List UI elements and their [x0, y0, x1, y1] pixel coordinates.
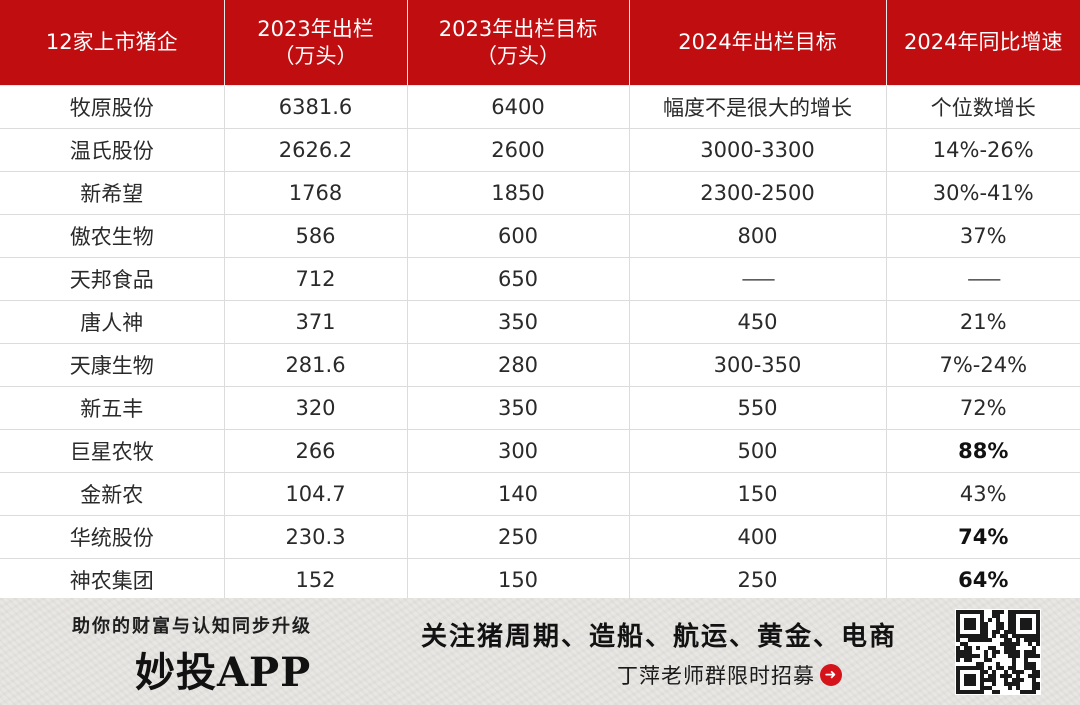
output-2023-cell: 1768 [223, 171, 408, 215]
target-2024-cell: 400 [628, 515, 887, 559]
target-2024-cell: 550 [628, 386, 887, 430]
company-cell: 天康生物 [0, 343, 225, 387]
company-cell: 温氏股份 [0, 128, 225, 172]
column-header-label: 2024年出栏目标 [678, 30, 837, 55]
table-row: 巨星农牧 266 300 500 88% [0, 429, 1080, 473]
table-row: 牧原股份 6381.6 6400 幅度不是很大的增长 个位数增长 [0, 85, 1080, 129]
output-2023-cell: 266 [223, 429, 408, 473]
column-header-label: 2024年同比增速 [904, 30, 1063, 55]
company-cell: 傲农生物 [0, 214, 225, 258]
company-cell: 新五丰 [0, 386, 225, 430]
growth-2024-cell: 7%-24% [885, 343, 1080, 387]
target-2023-cell: 280 [406, 343, 630, 387]
promo-headline: 关注猪周期、造船、航运、黄金、电商 [421, 622, 898, 652]
target-2024-cell: 150 [628, 472, 887, 516]
target-2024-cell: 250 [628, 558, 887, 602]
column-header-unit: （万头） [273, 43, 358, 68]
company-cell: 唐人神 [0, 300, 225, 344]
growth-2024-cell: 72% [885, 386, 1080, 430]
target-2024-cell: 3000-3300 [628, 128, 887, 172]
output-2023-cell: 2626.2 [223, 128, 408, 172]
table-row: 神农集团 152 150 250 64% [0, 558, 1080, 602]
growth-2024-cell: 21% [885, 300, 1080, 344]
output-2023-cell: 371 [223, 300, 408, 344]
target-2023-cell: 2600 [406, 128, 630, 172]
table-row: 天康生物 281.6 280 300-350 7%-24% [0, 343, 1080, 387]
company-cell: 新希望 [0, 171, 225, 215]
growth-2024-cell: 74% [885, 515, 1080, 559]
column-header: 2024年出栏目标 [628, 0, 887, 86]
company-cell: 巨星农牧 [0, 429, 225, 473]
company-cell: 神农集团 [0, 558, 225, 602]
target-2023-cell: 1850 [406, 171, 630, 215]
column-header-label: 2023年出栏 [257, 17, 374, 42]
pig-company-table: 12家上市猪企 2023年出栏 （万头） 2023年出栏目标 （万头） 2024年出栏目标… [0, 0, 1080, 602]
table-row: 新希望 1768 1850 2300-2500 30%-41% [0, 171, 1080, 215]
target-2024-cell: 2300-2500 [628, 171, 887, 215]
output-2023-cell: 152 [223, 558, 408, 602]
growth-2024-cell: 30%-41% [885, 171, 1080, 215]
target-2023-cell: 140 [406, 472, 630, 516]
column-header: 2024年同比增速 [885, 0, 1080, 86]
growth-2024-cell: 个位数增长 [885, 85, 1080, 129]
growth-2024-cell: —— [885, 257, 1080, 301]
output-2023-cell: 230.3 [223, 515, 408, 559]
promo-footer: 助你的财富与认知同步升级 妙投APP 关注猪周期、造船、航运、黄金、电商 丁萍老… [0, 598, 1080, 705]
brand-logo-text: 妙投APP [135, 649, 312, 696]
column-header: 2023年出栏 （万头） [223, 0, 408, 86]
table-row: 金新农 104.7 140 150 43% [0, 472, 1080, 516]
company-cell: 金新农 [0, 472, 225, 516]
recruit-link[interactable]: 丁萍老师群限时招募 ➜ [617, 660, 842, 690]
output-2023-cell: 586 [223, 214, 408, 258]
growth-2024-cell: 43% [885, 472, 1080, 516]
target-2024-cell: 300-350 [628, 343, 887, 387]
output-2023-cell: 320 [223, 386, 408, 430]
target-2023-cell: 6400 [406, 85, 630, 129]
table-row: 温氏股份 2626.2 2600 3000-3300 14%-26% [0, 128, 1080, 172]
table-header: 12家上市猪企 2023年出栏 （万头） 2023年出栏目标 （万头） 2024年出栏目标… [0, 0, 1080, 86]
company-cell: 华统股份 [0, 515, 225, 559]
recruit-text: 丁萍老师群限时招募 [617, 664, 815, 688]
growth-2024-cell: 14%-26% [885, 128, 1080, 172]
table-body: 牧原股份 6381.6 6400 幅度不是很大的增长 个位数增长 温氏股份 2626.2 26… [0, 85, 1080, 602]
column-header: 2023年出栏目标 （万头） [406, 0, 630, 86]
growth-2024-cell: 64% [885, 558, 1080, 602]
right-arrow-circle-icon[interactable]: ➜ [820, 664, 842, 686]
target-2023-cell: 600 [406, 214, 630, 258]
target-2023-cell: 350 [406, 300, 630, 344]
target-2023-cell: 250 [406, 515, 630, 559]
table-row: 唐人神 371 350 450 21% [0, 300, 1080, 344]
output-2023-cell: 712 [223, 257, 408, 301]
target-2023-cell: 650 [406, 257, 630, 301]
table-row: 傲农生物 586 600 800 37% [0, 214, 1080, 258]
growth-2024-cell: 37% [885, 214, 1080, 258]
table-row: 天邦食品 712 650 —— —— [0, 257, 1080, 301]
output-2023-cell: 281.6 [223, 343, 408, 387]
target-2023-cell: 350 [406, 386, 630, 430]
qr-code-icon[interactable] [955, 609, 1041, 695]
table-row: 华统股份 230.3 250 400 74% [0, 515, 1080, 559]
company-cell: 天邦食品 [0, 257, 225, 301]
slogan-text: 助你的财富与认知同步升级 [72, 616, 312, 637]
header-row: 12家上市猪企 2023年出栏 （万头） 2023年出栏目标 （万头） 2024年出栏目标… [0, 0, 1080, 86]
output-2023-cell: 104.7 [223, 472, 408, 516]
table-row: 新五丰 320 350 550 72% [0, 386, 1080, 430]
column-header-unit: （万头） [476, 43, 560, 68]
column-header: 12家上市猪企 [0, 0, 225, 86]
target-2023-cell: 300 [406, 429, 630, 473]
target-2024-cell: 500 [628, 429, 887, 473]
target-2024-cell: 幅度不是很大的增长 [628, 85, 887, 129]
target-2024-cell: 450 [628, 300, 887, 344]
column-header-label: 12家上市猪企 [45, 30, 178, 55]
column-header-label: 2023年出栏目标 [438, 17, 598, 42]
target-2024-cell: 800 [628, 214, 887, 258]
output-2023-cell: 6381.6 [223, 85, 408, 129]
target-2024-cell: —— [628, 257, 887, 301]
target-2023-cell: 150 [406, 558, 630, 602]
growth-2024-cell: 88% [885, 429, 1080, 473]
company-cell: 牧原股份 [0, 85, 225, 129]
